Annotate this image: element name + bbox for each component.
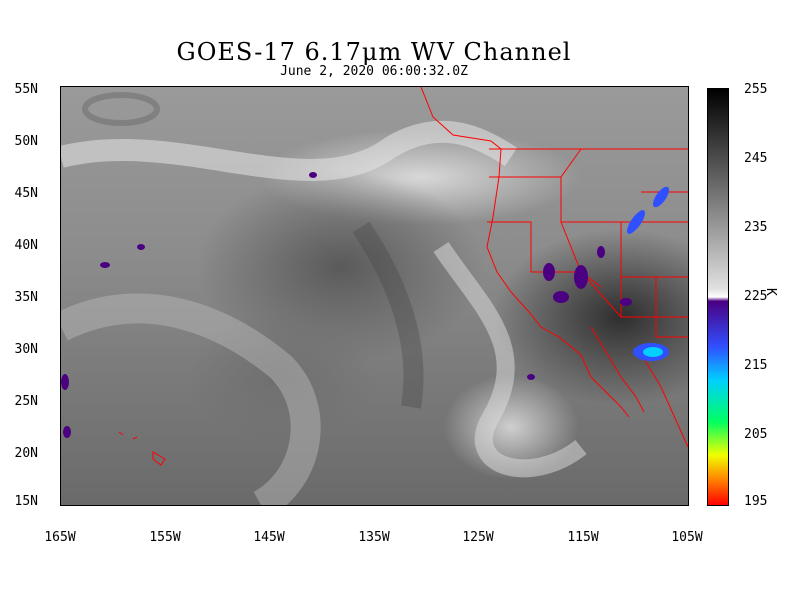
lon-label-145w: 145W [253,530,285,545]
lon-label-105w: 105W [671,530,703,545]
map-title: GOES-17 6.17μm WV Channel [176,38,572,66]
colorbar-label-205: 205 [744,427,768,442]
lon-label-155w: 155W [149,530,181,545]
lon-label-125w: 125W [462,530,494,545]
colorbar-label-245: 245 [744,151,768,166]
lon-label-135w: 135W [358,530,390,545]
lat-label-20n: 20N [14,446,38,461]
colorbar-label-195: 195 [744,494,768,509]
colorbar-unit: K [763,288,778,296]
colorbar-label-235: 235 [744,220,768,235]
map-timestamp: June 2, 2020 06:00:32.0Z [280,64,468,79]
lon-label-165w: 165W [44,530,76,545]
colorbar-label-255: 255 [744,82,768,97]
lat-label-30n: 30N [14,342,38,357]
water-vapor-map [60,86,689,506]
colorbar-label-215: 215 [744,358,768,373]
lat-label-35n: 35N [14,290,38,305]
lat-label-40n: 40N [14,238,38,253]
lat-label-55n: 55N [14,82,38,97]
lon-label-115w: 115W [567,530,599,545]
lat-label-25n: 25N [14,394,38,409]
coastline-borders [61,87,688,505]
temperature-colorbar [707,88,729,506]
lat-label-45n: 45N [14,186,38,201]
lat-label-15n: 15N [14,494,38,509]
colorbar-label-225: 225 [744,289,768,304]
lat-label-50n: 50N [14,134,38,149]
